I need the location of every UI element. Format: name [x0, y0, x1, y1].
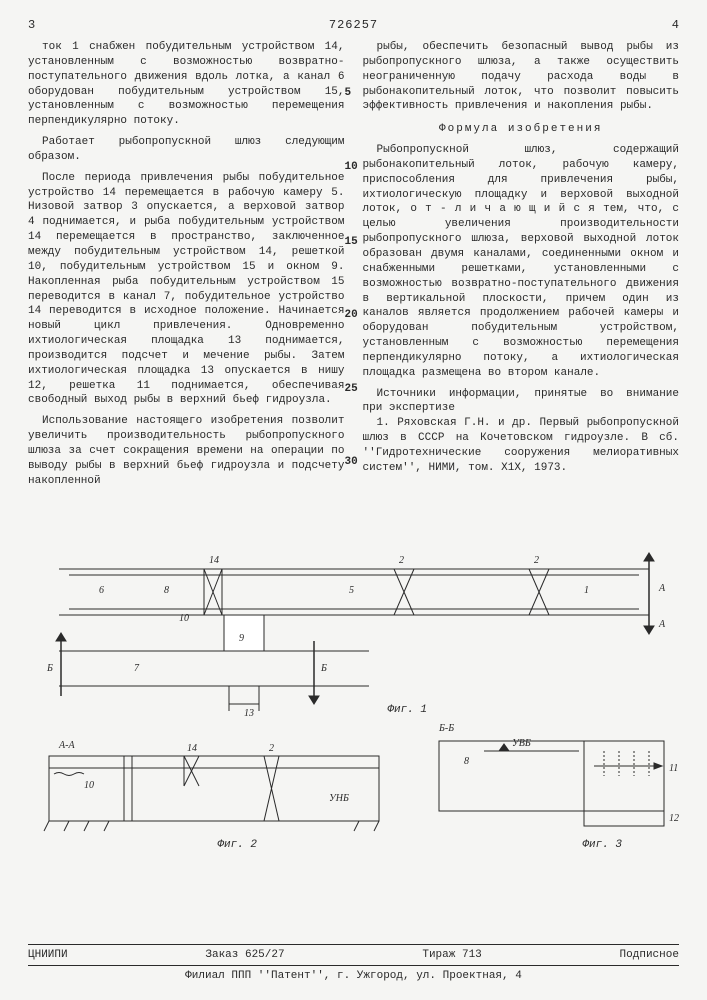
para-r2: Рыбопропускной шлюз, содержащий рыбонако…: [363, 143, 680, 381]
footer-address: Филиал ППП ''Патент'', г. Ужгород, ул. П…: [28, 965, 679, 982]
svg-text:14: 14: [187, 743, 197, 754]
para-4: Использование настоящего изобретения поз…: [28, 414, 345, 488]
svg-text:7: 7: [134, 663, 140, 674]
footer-sub: Подписное: [620, 949, 679, 961]
svg-text:8: 8: [464, 756, 469, 767]
footer-order: Заказ 625/27: [205, 949, 284, 961]
formula-title: Формула изобретения: [363, 122, 680, 137]
svg-text:12: 12: [669, 813, 679, 824]
line-num-25: 25: [345, 382, 358, 397]
page-num-left: 3: [28, 18, 35, 32]
line-num-10: 10: [345, 160, 358, 175]
left-column: ток 1 снабжен побудительным устройством …: [28, 40, 345, 535]
svg-text:A: A: [658, 619, 666, 630]
svg-text:13: 13: [244, 708, 254, 716]
footer-org: ЦНИИПИ: [28, 949, 68, 961]
footer-line1: ЦНИИПИ Заказ 625/27 Тираж 713 Подписное: [28, 944, 679, 961]
footer-tirage: Тираж 713: [422, 949, 481, 961]
page-footer: ЦНИИПИ Заказ 625/27 Тираж 713 Подписное …: [28, 944, 679, 982]
svg-text:2: 2: [269, 743, 274, 754]
figure-2: A-A 10 14 2 УНБ Фиг. 2: [28, 725, 398, 850]
svg-text:2: 2: [534, 555, 539, 566]
line-num-15: 15: [345, 235, 358, 250]
line-num-20: 20: [345, 308, 358, 323]
svg-text:Б-Б: Б-Б: [438, 723, 454, 734]
svg-text:5: 5: [349, 585, 354, 596]
fig1-label: Фиг. 1: [387, 704, 427, 716]
line-num-30: 30: [345, 455, 358, 470]
svg-text:8: 8: [164, 585, 169, 596]
page-header: 3 726257 4: [28, 18, 679, 32]
para-3: После периода привлечения рыбы побудител…: [28, 171, 345, 409]
svg-text:A: A: [658, 583, 666, 594]
svg-text:10: 10: [179, 613, 189, 624]
fig3-svg: Б-Б 8 УВБ 11 12: [424, 716, 679, 851]
para-r1: рыбы, обеспечить безопасный вывод рыбы и…: [363, 40, 680, 114]
svg-text:9: 9: [239, 633, 244, 644]
fig2-label: Фиг. 2: [217, 839, 257, 851]
svg-text:Б: Б: [46, 663, 53, 674]
para-1: ток 1 снабжен побудительным устройством …: [28, 40, 345, 129]
sources-title: Источники информации, принятые во вниман…: [363, 387, 680, 417]
svg-text:14: 14: [209, 555, 219, 566]
svg-text:2: 2: [399, 555, 404, 566]
para-r3: 1. Ряховская Г.Н. и др. Первый рыбопропу…: [363, 416, 680, 475]
svg-text:Б: Б: [320, 663, 327, 674]
svg-text:УВБ: УВБ: [512, 738, 531, 749]
fig1-svg: 14 2 2 6 8 10 5 1 A A Б 7 9 Б 13: [29, 541, 679, 716]
page-num-right: 4: [672, 18, 679, 32]
text-columns: ток 1 снабжен побудительным устройством …: [28, 40, 679, 535]
right-column: 5 10 15 20 25 30 рыбы, обеспечить безопа…: [363, 40, 680, 535]
para-2: Работает рыбопропускной шлюз следующим о…: [28, 135, 345, 165]
svg-text:6: 6: [99, 585, 104, 596]
svg-text:A-A: A-A: [58, 740, 75, 751]
figure-1: 14 2 2 6 8 10 5 1 A A Б 7 9 Б 13 Фиг. 1: [28, 540, 678, 715]
svg-text:1: 1: [584, 585, 589, 596]
fig3-label: Фиг. 3: [582, 839, 622, 851]
line-num-5: 5: [345, 86, 352, 101]
figure-3: Б-Б 8 УВБ 11 12 Фиг. 3: [423, 715, 678, 850]
diagrams-area: 14 2 2 6 8 10 5 1 A A Б 7 9 Б 13 Фиг. 1: [28, 540, 679, 900]
fig2-svg: A-A 10 14 2 УНБ: [29, 726, 399, 851]
svg-text:10: 10: [84, 780, 94, 791]
svg-text:УНБ: УНБ: [329, 793, 349, 804]
svg-text:11: 11: [669, 763, 678, 774]
patent-number: 726257: [329, 18, 378, 32]
